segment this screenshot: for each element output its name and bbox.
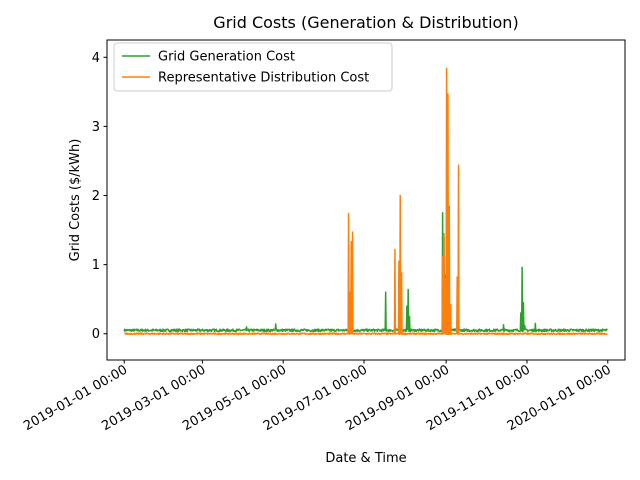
legend-label-generation: Grid Generation Cost — [158, 50, 295, 65]
plot-frame — [106, 39, 626, 361]
series-line-1 — [123, 67, 608, 336]
chart-title: Grid Costs (Generation & Distribution) — [213, 13, 518, 32]
legend-label-distribution: Representative Distribution Cost — [158, 71, 369, 86]
series-layer — [123, 67, 608, 336]
y-tick-label-2: 2 — [92, 189, 100, 204]
y-tick-label-0: 0 — [92, 327, 100, 342]
y-tick-label-3: 3 — [92, 120, 100, 135]
y-axis-title: Grid Costs ($/kWh) — [68, 139, 83, 262]
y-tick-label-4: 4 — [92, 51, 100, 66]
series-line-0 — [123, 212, 608, 333]
y-tick-label-1: 1 — [92, 258, 100, 273]
y-axis: 0 1 2 3 4 — [92, 51, 107, 342]
legend: Grid Generation Cost Representative Dist… — [113, 42, 393, 92]
x-axis-title: Date & Time — [325, 451, 406, 466]
legend-box — [113, 42, 393, 92]
